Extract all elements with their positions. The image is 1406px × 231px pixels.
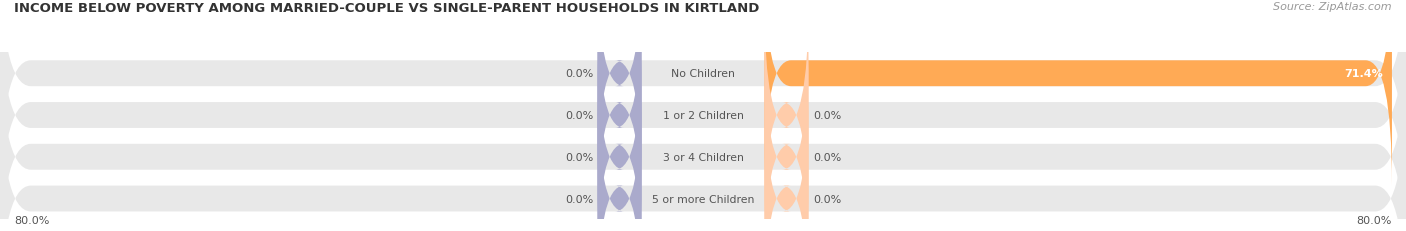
Text: Source: ZipAtlas.com: Source: ZipAtlas.com <box>1274 2 1392 12</box>
FancyBboxPatch shape <box>0 24 1406 231</box>
FancyBboxPatch shape <box>598 0 641 186</box>
Text: 0.0%: 0.0% <box>565 69 593 79</box>
Text: 1 or 2 Children: 1 or 2 Children <box>662 110 744 121</box>
Text: 0.0%: 0.0% <box>565 152 593 162</box>
Text: 0.0%: 0.0% <box>813 194 841 204</box>
FancyBboxPatch shape <box>598 4 641 227</box>
Text: 5 or more Children: 5 or more Children <box>652 194 754 204</box>
FancyBboxPatch shape <box>598 45 641 231</box>
FancyBboxPatch shape <box>765 0 1392 186</box>
FancyBboxPatch shape <box>765 87 808 231</box>
FancyBboxPatch shape <box>0 0 1406 207</box>
FancyBboxPatch shape <box>0 66 1406 231</box>
FancyBboxPatch shape <box>598 87 641 231</box>
FancyBboxPatch shape <box>765 45 808 231</box>
Text: 0.0%: 0.0% <box>813 110 841 121</box>
Text: 0.0%: 0.0% <box>565 110 593 121</box>
Text: 0.0%: 0.0% <box>813 152 841 162</box>
Text: 3 or 4 Children: 3 or 4 Children <box>662 152 744 162</box>
Text: INCOME BELOW POVERTY AMONG MARRIED-COUPLE VS SINGLE-PARENT HOUSEHOLDS IN KIRTLAN: INCOME BELOW POVERTY AMONG MARRIED-COUPL… <box>14 2 759 15</box>
Text: 80.0%: 80.0% <box>1357 215 1392 225</box>
FancyBboxPatch shape <box>765 4 808 227</box>
Text: 71.4%: 71.4% <box>1344 69 1384 79</box>
Text: 0.0%: 0.0% <box>565 194 593 204</box>
Text: 80.0%: 80.0% <box>14 215 49 225</box>
Text: No Children: No Children <box>671 69 735 79</box>
